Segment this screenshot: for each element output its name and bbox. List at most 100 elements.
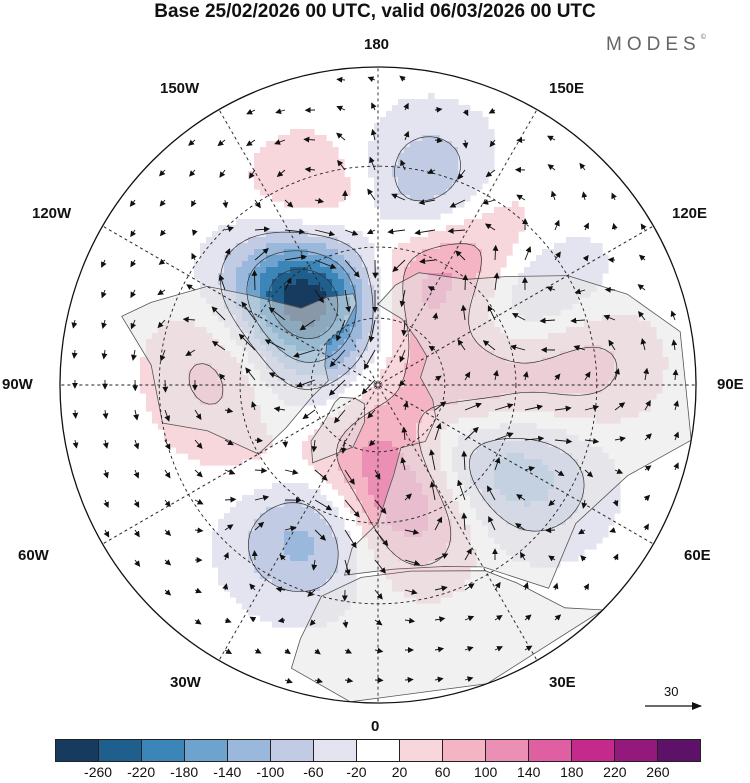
field-cell [302,231,309,238]
field-cell [308,549,315,556]
field-cell [302,249,309,256]
field-cell [296,579,303,586]
field-cell [368,507,375,514]
field-cell [326,363,333,370]
field-cell [218,231,225,238]
field-cell [440,207,447,214]
field-cell [290,513,297,520]
field-cell [338,525,345,532]
field-cell [278,189,285,196]
wind-arrow [101,349,108,360]
field-cell [422,429,429,436]
field-cell [302,597,309,604]
field-cell [596,531,603,538]
field-cell [410,135,417,142]
field-cell [302,567,309,574]
field-cell [386,117,393,124]
wind-arrow [268,372,286,381]
wind-arrow [584,469,594,478]
field-cell [230,249,237,256]
wind-arrow [211,340,226,351]
field-cell [506,225,513,232]
field-cell [416,165,423,172]
field-cell [320,573,327,580]
field-cell [446,189,453,196]
lon-label-120e: 120E [672,205,708,222]
field-cell [422,399,429,406]
field-cell [386,177,393,184]
field-cell [272,177,279,184]
wind-arrow [133,499,140,508]
field-cell [242,267,249,274]
field-cell [188,429,195,436]
field-cell [350,465,357,472]
wind-arrow [487,305,496,321]
wind-arrow [304,166,316,173]
field-cell [338,477,345,484]
field-cell [332,471,339,478]
wind-arrow [464,547,472,561]
field-cell [494,243,501,250]
field-cell [326,177,333,184]
field-cell [500,225,507,232]
field-cell [356,441,363,448]
field-cell [464,243,471,250]
wind-arrow [578,528,586,535]
wind-arrow [419,258,436,265]
field-cell [254,267,261,274]
field-cell [248,513,255,520]
field-cell [338,483,345,490]
field-cell [476,183,483,190]
field-cell [404,441,411,448]
field-cell [458,111,465,118]
field-cell [338,519,345,526]
field-cell [260,255,267,262]
field-cell [314,579,321,586]
field-cell [242,501,249,508]
field-cell [440,129,447,136]
field-cell [362,429,369,436]
wind-arrow [157,319,166,329]
wind-arrow [494,457,501,471]
field-cell [374,333,381,340]
field-cell [314,267,321,274]
field-cell [338,579,345,586]
field-cell [410,435,417,442]
field-cell [380,471,387,478]
field-cell [302,543,309,550]
field-cell [266,237,273,244]
field-cell [272,567,279,574]
field-cell [452,567,459,574]
field-cell [446,171,453,178]
field-cell [320,549,327,556]
field-cell [392,135,399,142]
field-cell [356,459,363,466]
field-cell [446,195,453,202]
wind-arrow [545,527,556,534]
field-cell [290,135,297,142]
wind-arrow [284,648,291,655]
field-cell [278,543,285,550]
wind-arrow [643,367,650,381]
field-cell [266,273,273,280]
field-cell [386,447,393,454]
field-cell [176,447,183,454]
field-cell [350,285,357,292]
field-cell [242,507,249,514]
field-cell [578,543,585,550]
field-cell [380,393,387,400]
wind-arrow [159,229,167,237]
field-cell [476,117,483,124]
field-cell [272,561,279,568]
field-cell [404,369,411,376]
field-cell [374,171,381,178]
field-cell [242,279,249,286]
field-cell [296,297,303,304]
field-cell [290,555,297,562]
wind-arrow [399,75,406,82]
field-cell [434,159,441,166]
wind-arrow [488,515,496,531]
field-cell [230,561,237,568]
field-cell [404,381,411,388]
field-cell [374,465,381,472]
